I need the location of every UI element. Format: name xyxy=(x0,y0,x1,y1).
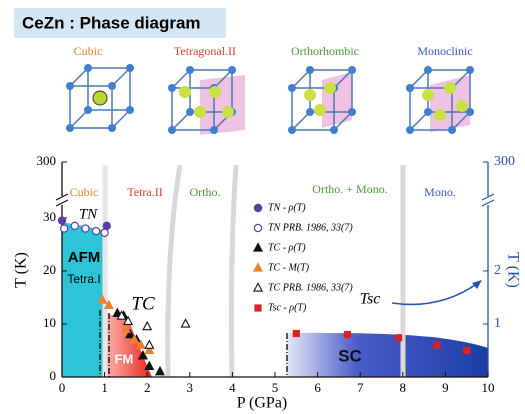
structure-label: Orthorhombic xyxy=(291,44,359,58)
x-tick-label: 10 xyxy=(482,380,495,395)
y2-tick-label: 1 xyxy=(494,316,501,331)
data-point xyxy=(463,347,470,354)
annotation: FM xyxy=(115,351,134,366)
legend-label: TN - ρ(T) xyxy=(268,202,306,213)
arrow-head xyxy=(472,280,482,289)
phase-boundary xyxy=(232,165,237,377)
legend-marker xyxy=(254,283,262,291)
data-point xyxy=(433,342,440,349)
structure-label: Monoclinic xyxy=(417,44,472,58)
y2-tick-label: 2 xyxy=(494,263,501,278)
legend-label: TC - M(T) xyxy=(268,262,310,273)
data-point xyxy=(293,330,300,337)
y-tick-label: 10 xyxy=(43,315,56,330)
data-point xyxy=(82,225,89,232)
x-tick-label: 7 xyxy=(357,380,364,395)
data-point xyxy=(181,319,189,327)
legend-label: Tsc - ρ(T) xyxy=(268,302,307,313)
page: CeZn : Phase diagram Cubic Tetragonal.II… xyxy=(0,0,525,414)
phase-label: Tetra.II xyxy=(127,185,162,199)
data-point xyxy=(101,229,108,236)
annotation: Tsc xyxy=(360,291,381,308)
crystal-cubic xyxy=(66,64,134,132)
phase-label: Ortho. + Mono. xyxy=(312,182,387,196)
data-point xyxy=(71,222,78,229)
annotation: TC xyxy=(131,293,155,314)
phase-label: Cubic xyxy=(70,185,99,199)
x-tick-label: 1 xyxy=(101,380,108,395)
legend-marker xyxy=(254,263,262,271)
data-point xyxy=(103,222,110,229)
y-tick-label: 30 xyxy=(43,209,56,224)
x-tick-label: 6 xyxy=(314,380,321,395)
y2-tick-label: 300 xyxy=(494,154,515,169)
chart: CeZn : Phase diagram Cubic Tetragonal.II… xyxy=(0,0,525,414)
legend-marker xyxy=(254,204,261,211)
x-tick-label: 9 xyxy=(442,380,449,395)
data-point xyxy=(156,367,164,375)
x-tick-label: 8 xyxy=(400,380,407,395)
y-axis-label: T (K) xyxy=(13,252,30,288)
legend-label: TC PRB. 1986, 33(7) xyxy=(268,282,353,293)
legend-marker xyxy=(254,224,261,231)
structure-label: Cubic xyxy=(74,44,103,58)
phase-label: Mono. xyxy=(424,185,456,199)
legend-marker xyxy=(254,304,261,311)
annotation: SC xyxy=(338,346,362,365)
chart-title: CeZn : Phase diagram xyxy=(22,13,201,32)
legend-marker xyxy=(254,243,262,251)
data-point xyxy=(58,217,65,224)
y-tick-label: 300 xyxy=(37,153,57,168)
y-tick-label: 0 xyxy=(50,368,57,383)
data-point xyxy=(395,334,402,341)
data-point xyxy=(61,225,68,232)
annotation: Tetra.I xyxy=(67,272,100,286)
crystal-monoclinic xyxy=(406,66,474,134)
y2-axis-label: T (K) xyxy=(504,252,521,288)
structure-label: Tetragonal.II xyxy=(174,44,236,58)
annotation: AFM xyxy=(68,249,101,266)
data-point xyxy=(92,228,99,235)
x-tick-label: 0 xyxy=(59,380,66,395)
legend-label: TC - ρ(T) xyxy=(268,242,306,253)
data-point xyxy=(143,322,151,330)
legend-label: TN PRB. 1986, 33(7) xyxy=(268,222,353,233)
x-tick-label: 4 xyxy=(229,380,236,395)
data-point xyxy=(344,331,351,338)
annotation: TN xyxy=(79,206,98,222)
y-tick-label: 20 xyxy=(43,262,56,277)
data-point xyxy=(145,341,153,349)
phase-boundary xyxy=(168,165,180,377)
sc-region xyxy=(287,333,488,377)
x-tick-label: 3 xyxy=(187,380,194,395)
x-tick-label: 2 xyxy=(144,380,151,395)
x-tick-label: 5 xyxy=(272,380,279,395)
x-axis-label: P (GPa) xyxy=(237,395,288,412)
crystal-tetragonal xyxy=(168,66,245,135)
crystal-orthorhombic xyxy=(288,66,356,134)
phase-label: Ortho. xyxy=(190,185,221,199)
